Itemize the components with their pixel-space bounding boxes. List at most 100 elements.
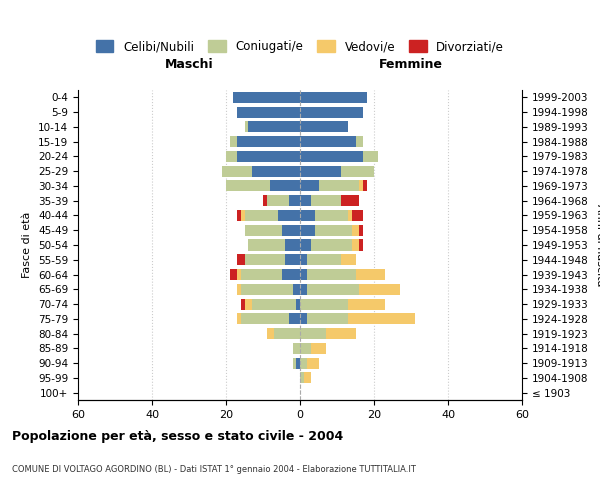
Bar — [352, 224, 359, 236]
Bar — [307, 358, 319, 368]
Bar — [245, 298, 252, 310]
Bar — [281, 269, 300, 280]
Bar — [237, 269, 241, 280]
Bar — [300, 122, 348, 132]
Bar — [293, 358, 296, 368]
Bar — [237, 106, 300, 118]
Bar — [223, 166, 252, 176]
Y-axis label: Anni di nascita: Anni di nascita — [595, 204, 600, 286]
Bar — [237, 284, 241, 295]
Bar — [252, 166, 300, 176]
Y-axis label: Fasce di età: Fasce di età — [22, 212, 32, 278]
Bar — [263, 195, 266, 206]
Bar — [363, 151, 378, 162]
Bar — [300, 224, 315, 236]
Bar — [226, 180, 271, 192]
Bar — [348, 210, 352, 221]
Bar — [326, 328, 355, 339]
Bar — [300, 314, 307, 324]
Bar — [241, 210, 245, 221]
Bar — [300, 284, 307, 295]
Bar — [363, 180, 367, 192]
Bar — [300, 106, 363, 118]
Bar — [341, 166, 374, 176]
Bar — [319, 180, 359, 192]
Bar — [300, 372, 304, 384]
Bar — [348, 314, 415, 324]
Bar — [237, 254, 245, 266]
Bar — [293, 284, 300, 295]
Bar — [274, 328, 300, 339]
Bar — [300, 180, 319, 192]
Bar — [245, 122, 248, 132]
Bar — [237, 151, 300, 162]
Bar — [300, 269, 307, 280]
Text: Popolazione per età, sesso e stato civile - 2004: Popolazione per età, sesso e stato civil… — [12, 430, 343, 443]
Bar — [285, 254, 300, 266]
Bar — [248, 122, 300, 132]
Bar — [296, 358, 300, 368]
Bar — [271, 180, 300, 192]
Text: COMUNE DI VOLTAGO AGORDINO (BL) - Dati ISTAT 1° gennaio 2004 - Elaborazione TUTT: COMUNE DI VOLTAGO AGORDINO (BL) - Dati I… — [12, 465, 416, 474]
Bar — [341, 254, 355, 266]
Bar — [311, 343, 326, 354]
Bar — [307, 314, 348, 324]
Legend: Celibi/Nubili, Coniugati/e, Vedovi/e, Divorziati/e: Celibi/Nubili, Coniugati/e, Vedovi/e, Di… — [96, 40, 504, 53]
Bar — [296, 298, 300, 310]
Bar — [237, 210, 241, 221]
Bar — [315, 210, 348, 221]
Bar — [311, 240, 352, 250]
Bar — [267, 328, 274, 339]
Bar — [233, 92, 300, 103]
Bar — [241, 269, 281, 280]
Bar — [307, 284, 359, 295]
Bar — [289, 195, 300, 206]
Bar — [300, 343, 311, 354]
Bar — [241, 284, 293, 295]
Bar — [252, 298, 296, 310]
Bar — [293, 343, 300, 354]
Bar — [300, 358, 307, 368]
Bar — [241, 314, 289, 324]
Bar — [300, 151, 363, 162]
Bar — [237, 314, 241, 324]
Bar — [311, 195, 341, 206]
Bar — [230, 136, 237, 147]
Bar — [230, 269, 237, 280]
Bar — [300, 210, 315, 221]
Bar — [300, 166, 341, 176]
Bar — [315, 224, 352, 236]
Bar — [307, 269, 355, 280]
Bar — [352, 240, 359, 250]
Bar — [341, 195, 359, 206]
Bar — [300, 254, 307, 266]
Bar — [245, 224, 281, 236]
Bar — [300, 136, 355, 147]
Bar — [245, 210, 278, 221]
Bar — [241, 298, 245, 310]
Bar — [285, 240, 300, 250]
Bar — [348, 298, 385, 310]
Bar — [289, 314, 300, 324]
Bar — [300, 328, 326, 339]
Bar — [245, 254, 285, 266]
Bar — [300, 92, 367, 103]
Bar — [352, 210, 363, 221]
Text: Femmine: Femmine — [379, 58, 443, 71]
Bar — [266, 195, 289, 206]
Bar — [304, 372, 311, 384]
Bar — [359, 180, 363, 192]
Bar — [300, 298, 348, 310]
Bar — [237, 136, 300, 147]
Bar — [359, 224, 363, 236]
Bar — [248, 240, 285, 250]
Bar — [359, 284, 400, 295]
Bar — [355, 136, 363, 147]
Bar — [355, 269, 385, 280]
Bar — [300, 195, 311, 206]
Bar — [226, 151, 237, 162]
Bar — [281, 224, 300, 236]
Bar — [307, 254, 341, 266]
Bar — [300, 240, 311, 250]
Bar — [359, 240, 363, 250]
